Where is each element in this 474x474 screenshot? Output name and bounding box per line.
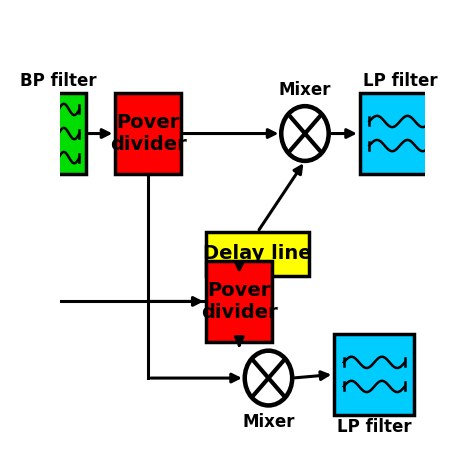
Text: Mixer: Mixer [242,413,295,431]
Text: LP filter: LP filter [363,72,437,90]
Bar [206,232,309,276]
Ellipse shape [281,106,328,161]
Text: LP filter: LP filter [337,418,411,436]
Text: Pover
divider: Pover divider [201,281,278,322]
Ellipse shape [245,351,292,405]
Text: BP filter: BP filter [20,72,97,90]
Text: Delay line: Delay line [203,245,312,264]
Text: Mixer: Mixer [279,81,331,99]
Bar [115,93,181,173]
Bar [360,93,440,173]
Bar [31,93,86,173]
Text: Pover
divider: Pover divider [109,113,186,154]
Bar [334,334,414,415]
Bar [206,261,272,342]
